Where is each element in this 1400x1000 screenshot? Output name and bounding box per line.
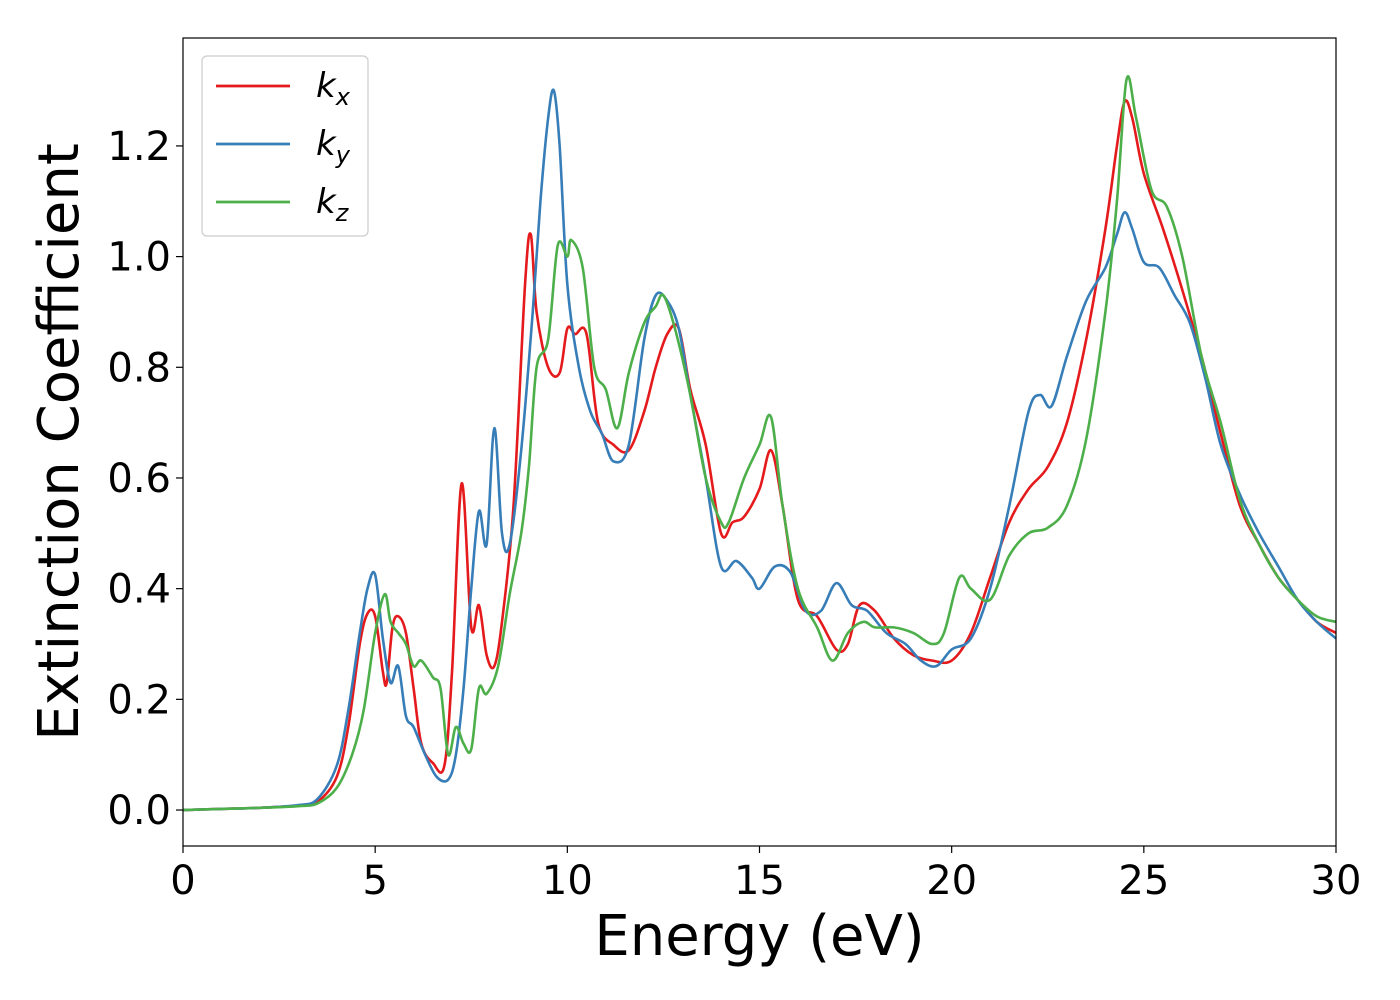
- y-tick-label: 0.6: [107, 456, 171, 502]
- legend-label-x: kx: [316, 66, 351, 111]
- legend-label-subscript: y: [335, 141, 351, 169]
- legend-label-y: ky: [316, 124, 351, 169]
- series-layer: [182, 75, 1337, 812]
- x-tick-label: 25: [1118, 858, 1169, 904]
- legend-label-subscript: z: [335, 199, 350, 227]
- x-tick-label: 10: [542, 858, 593, 904]
- y-axis: 0.0 0.2 0.4 0.6 0.8 1.0 1.2: [107, 124, 183, 834]
- y-tick-label: 1.2: [107, 124, 171, 170]
- y-axis-label: Extinction Coefficient: [27, 143, 92, 741]
- legend-label-subscript: x: [335, 83, 351, 111]
- y-tick-label: 0.8: [107, 345, 171, 391]
- x-tick-label: 15: [734, 858, 785, 904]
- series-line-x: [182, 99, 1337, 812]
- y-tick-label: 1.0: [107, 235, 171, 281]
- x-tick-label: 20: [926, 858, 977, 904]
- x-axis-label: Energy (eV): [594, 904, 924, 969]
- legend-label-z: kz: [316, 182, 350, 227]
- legend-label-base: k: [316, 182, 337, 222]
- legend-box: [201, 55, 369, 237]
- x-tick-label: 30: [1311, 858, 1362, 904]
- y-tick-label: 0.2: [107, 677, 171, 723]
- x-tick-label: 5: [362, 858, 387, 904]
- y-tick-label: 0.4: [107, 567, 171, 613]
- x-axis: 0 5 10 15 20 25 30: [170, 846, 1361, 904]
- x-tick-label: 0: [170, 858, 195, 904]
- series-line-z: [182, 75, 1337, 812]
- legend-label-base: k: [316, 124, 337, 164]
- legend-label-base: k: [316, 66, 337, 106]
- y-tick-label: 0.0: [107, 788, 171, 834]
